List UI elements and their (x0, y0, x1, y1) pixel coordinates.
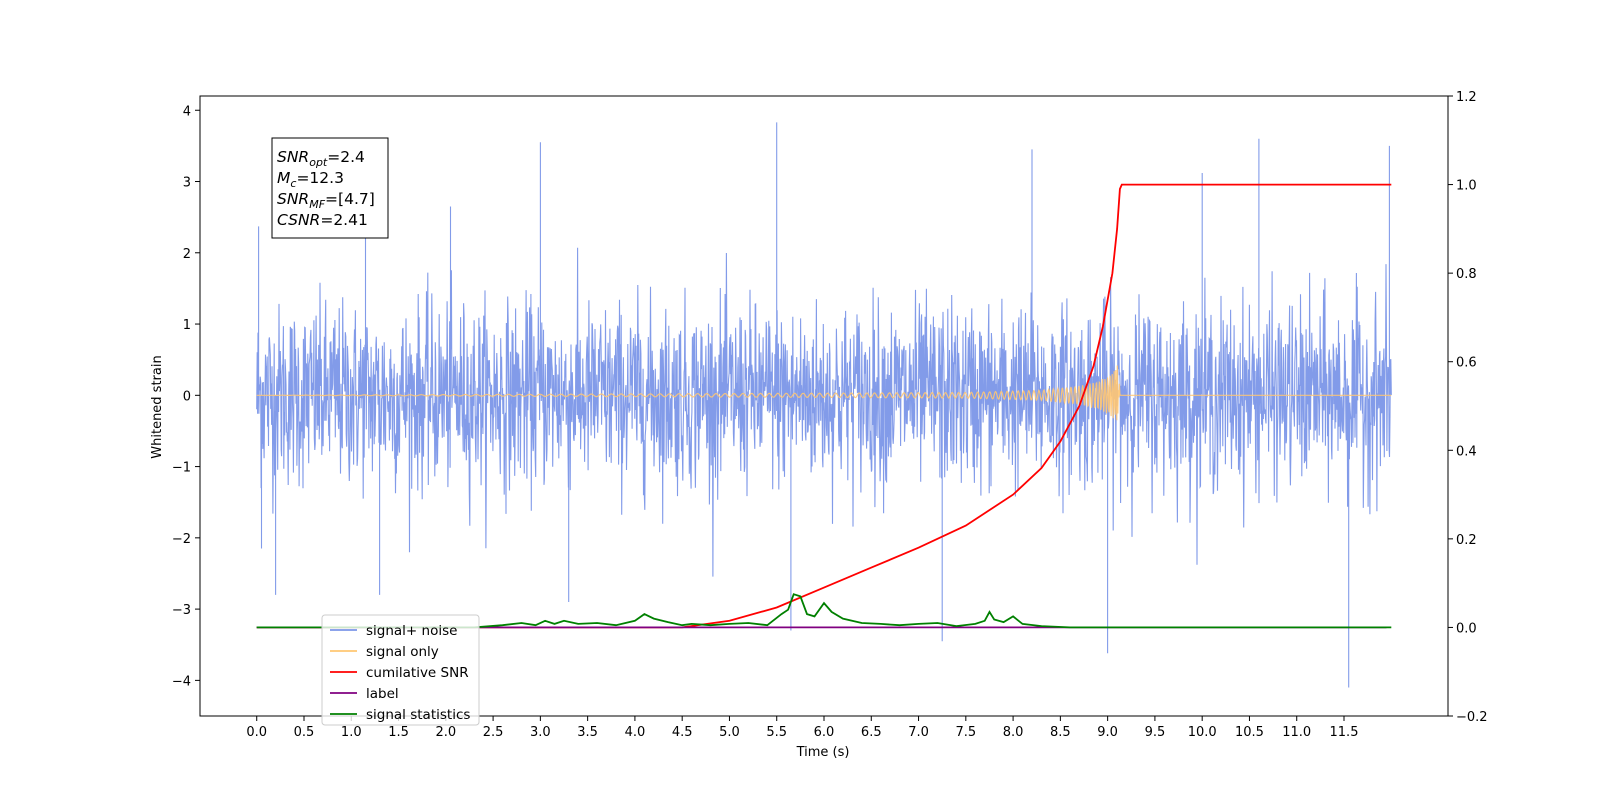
y-left-tick-label: −3 (172, 603, 191, 618)
y-left-tick-label: 1 (183, 318, 191, 333)
annotation-subscript: c (290, 177, 296, 190)
x-tick-label: 7.0 (908, 725, 929, 740)
x-tick-label: 0.5 (294, 725, 315, 740)
annotation-value: =2.41 (320, 211, 368, 229)
x-tick-label: 8.0 (1003, 725, 1024, 740)
legend-label: label (366, 686, 399, 702)
annotation-value: =[4.7] (325, 190, 375, 208)
legend-label: signal only (366, 644, 439, 660)
annotation-line: Mc=12.3 (277, 169, 344, 190)
y-right-tick-label: −0.2 (1456, 710, 1488, 725)
y-left-tick-label: −1 (172, 461, 191, 476)
y-right-tick-label: 1.0 (1456, 179, 1477, 194)
x-tick-label: 11.5 (1330, 725, 1359, 740)
x-tick-label: 6.0 (814, 725, 835, 740)
legend-frame (321, 614, 480, 726)
y-right-tick-label: 1.2 (1456, 90, 1477, 105)
annotation-subscript: MF (309, 198, 325, 211)
y-axis-left: 4 3 2 1 0 −1 −2 −3 −4 (172, 104, 200, 689)
y-left-tick-label: 4 (183, 104, 191, 119)
x-tick-label: 4.5 (672, 725, 693, 740)
annotation-frame (271, 137, 389, 239)
x-tick-label: 0.0 (246, 725, 267, 740)
series-cumulative-snr (256, 183, 1392, 629)
annotation-symbol: CSNR (277, 211, 320, 229)
x-tick-label: 3.0 (530, 725, 551, 740)
legend-label: cumilative SNR (366, 665, 469, 681)
legend-label: signal statistics (366, 707, 470, 723)
x-tick-label: 3.5 (577, 725, 598, 740)
annotation-line: CSNR=2.41 (277, 211, 368, 229)
x-tick-label: 2.5 (483, 725, 504, 740)
annotation-symbol: SNR (277, 190, 309, 208)
x-tick-label: 1.5 (388, 725, 409, 740)
x-tick-label: 9.5 (1145, 725, 1166, 740)
x-tick-label: 5.5 (766, 725, 787, 740)
legend-label: signal+ noise (366, 623, 457, 639)
y-left-tick-label: −4 (172, 674, 191, 689)
x-tick-label: 10.0 (1188, 725, 1217, 740)
y-right-tick-label: 0.0 (1456, 621, 1477, 636)
x-tick-label: 10.5 (1235, 725, 1264, 740)
y-axis-right: 1.2 1.0 0.8 0.6 0.4 0.2 0.0 −0.2 (1448, 90, 1488, 725)
y-left-tick-label: −2 (172, 532, 191, 547)
x-axis-label: Time (s) (796, 745, 850, 760)
y-left-tick-label: 3 (183, 176, 191, 191)
y-axis-label: Whitened strain (150, 355, 165, 458)
series-signal-statistics (256, 593, 1392, 629)
y-right-tick-label: 0.4 (1456, 444, 1477, 459)
y-left-tick-label: 2 (183, 247, 191, 262)
annotation-symbol: SNR (277, 148, 309, 166)
annotation-value: =12.3 (296, 169, 344, 187)
series-signal-only (256, 365, 1392, 421)
x-tick-label: 6.5 (861, 725, 882, 740)
x-tick-label: 9.0 (1097, 725, 1118, 740)
x-tick-label: 2.0 (435, 725, 456, 740)
plot-area (256, 122, 1392, 688)
y-right-tick-label: 0.8 (1456, 267, 1477, 282)
y-left-tick-label: 0 (183, 389, 191, 404)
x-tick-label: 5.0 (719, 725, 740, 740)
annotation-subscript: opt (309, 156, 328, 169)
annotation-line: SNRopt=2.4 (277, 148, 365, 169)
x-tick-label: 8.5 (1050, 725, 1071, 740)
y-right-tick-label: 0.2 (1456, 533, 1477, 548)
annotation-line: SNRMF=[4.7] (277, 190, 375, 211)
x-tick-label: 1.0 (341, 725, 362, 740)
x-tick-label: 11.0 (1282, 725, 1311, 740)
x-tick-label: 7.5 (955, 725, 976, 740)
y-right-tick-label: 0.6 (1456, 356, 1477, 371)
legend: signal+ noise signal only cumilative SNR la… (321, 614, 480, 726)
annotation-symbol: M (277, 169, 290, 187)
x-tick-label: 4.0 (625, 725, 646, 740)
series-signal-plus-noise (256, 122, 1392, 688)
annotation-value: =2.4 (327, 148, 365, 166)
x-axis: 0.0 0.5 1.0 1.5 2.0 2.5 3.0 3.5 4.0 4.5 5.0 5.5 6.0 6… (246, 716, 1358, 740)
